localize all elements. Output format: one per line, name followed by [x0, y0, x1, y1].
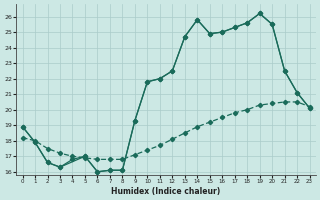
X-axis label: Humidex (Indice chaleur): Humidex (Indice chaleur)	[111, 187, 221, 196]
